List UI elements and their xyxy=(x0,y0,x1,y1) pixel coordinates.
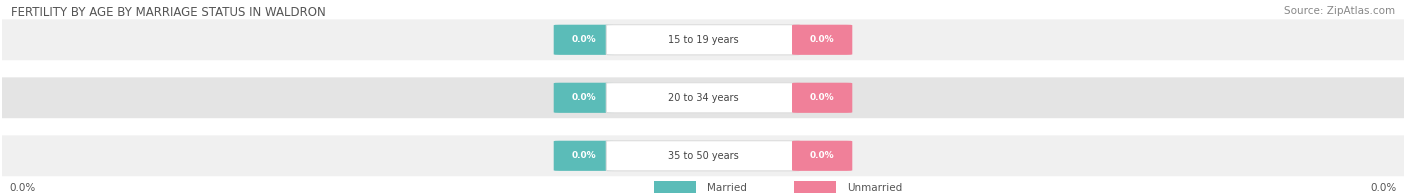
Text: FERTILITY BY AGE BY MARRIAGE STATUS IN WALDRON: FERTILITY BY AGE BY MARRIAGE STATUS IN W… xyxy=(11,6,326,19)
FancyBboxPatch shape xyxy=(606,141,800,171)
FancyBboxPatch shape xyxy=(794,181,837,195)
FancyBboxPatch shape xyxy=(0,134,1406,177)
Text: 35 to 50 years: 35 to 50 years xyxy=(668,151,738,161)
FancyBboxPatch shape xyxy=(792,83,852,113)
Text: Married: Married xyxy=(706,183,747,193)
Text: 0.0%: 0.0% xyxy=(571,151,596,160)
FancyBboxPatch shape xyxy=(792,141,852,171)
Text: 0.0%: 0.0% xyxy=(1371,183,1398,193)
FancyBboxPatch shape xyxy=(606,83,800,113)
FancyBboxPatch shape xyxy=(792,25,852,55)
FancyBboxPatch shape xyxy=(554,141,614,171)
FancyBboxPatch shape xyxy=(0,18,1406,61)
Text: 20 to 34 years: 20 to 34 years xyxy=(668,93,738,103)
Text: 0.0%: 0.0% xyxy=(810,93,835,102)
Text: 0.0%: 0.0% xyxy=(571,93,596,102)
FancyBboxPatch shape xyxy=(554,83,614,113)
FancyBboxPatch shape xyxy=(554,25,614,55)
Text: Unmarried: Unmarried xyxy=(846,183,901,193)
FancyBboxPatch shape xyxy=(654,181,696,195)
Text: 0.0%: 0.0% xyxy=(810,151,835,160)
FancyBboxPatch shape xyxy=(606,25,800,55)
Text: 0.0%: 0.0% xyxy=(8,183,35,193)
Text: 0.0%: 0.0% xyxy=(810,35,835,44)
Text: Source: ZipAtlas.com: Source: ZipAtlas.com xyxy=(1284,6,1395,16)
FancyBboxPatch shape xyxy=(0,76,1406,119)
Text: 0.0%: 0.0% xyxy=(571,35,596,44)
Text: 15 to 19 years: 15 to 19 years xyxy=(668,35,738,45)
